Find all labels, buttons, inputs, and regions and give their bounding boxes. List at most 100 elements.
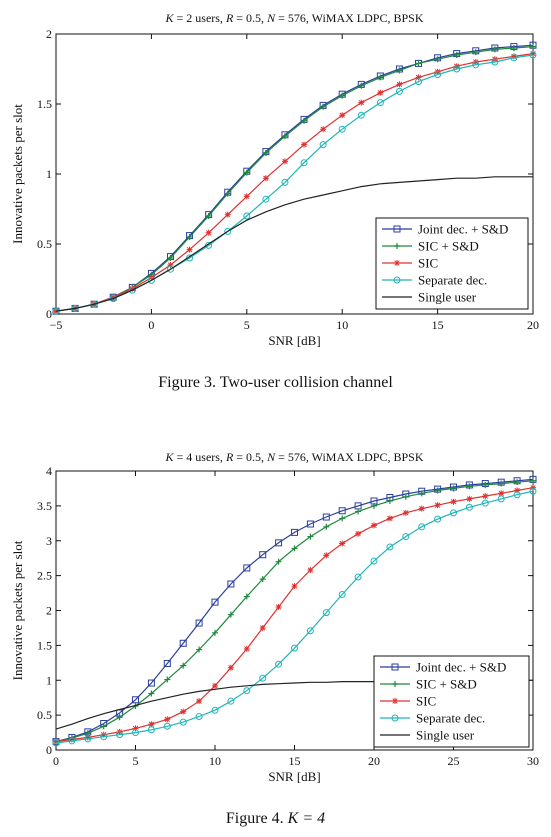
data-point [291, 644, 298, 652]
y-tick-label: 0.5 [37, 708, 52, 722]
data-point [132, 725, 139, 732]
data-point [402, 509, 409, 516]
legend-label: SIC [418, 256, 438, 271]
data-point [339, 92, 346, 99]
data-point [434, 487, 441, 494]
data-point [212, 629, 218, 636]
chart-title-part: R [225, 450, 234, 464]
data-point [339, 112, 346, 119]
data-point [392, 681, 398, 687]
data-point [100, 723, 107, 730]
figure-4: K = 4 users, R = 0.5, N = 576, WiMAX LDP… [0, 440, 551, 837]
data-point [386, 497, 393, 504]
data-point [307, 567, 314, 574]
data-point [377, 74, 384, 81]
data-point [418, 523, 426, 531]
data-point [434, 502, 441, 509]
data-point [167, 255, 174, 261]
data-point [402, 533, 410, 541]
data-point [510, 45, 517, 51]
data-point [179, 639, 187, 647]
data-point [163, 722, 171, 730]
data-point [338, 507, 346, 515]
data-point [434, 56, 441, 63]
data-point [338, 125, 346, 133]
y-tick-label: 2.5 [37, 569, 52, 583]
data-point [180, 708, 187, 715]
data-point [281, 178, 289, 186]
data-point [195, 713, 203, 721]
data-point [396, 67, 403, 74]
data-point [450, 509, 457, 517]
data-point [415, 60, 422, 67]
data-point [481, 499, 489, 507]
data-point [291, 545, 298, 552]
data-point [186, 234, 193, 240]
data-point [148, 690, 155, 697]
data-point [301, 141, 308, 148]
y-tick-label: 2 [46, 604, 52, 618]
data-point [307, 533, 314, 540]
data-point [212, 682, 218, 689]
data-point [306, 627, 314, 635]
data-point [52, 739, 60, 747]
data-point [227, 611, 234, 618]
legend-label: Joint dec. + S&D [416, 660, 506, 675]
figure-3: K = 2 users, R = 0.5, N = 576, WiMAX LDP… [0, 0, 551, 400]
figure-caption: Figure 4. K = 4 [0, 810, 551, 828]
data-point [323, 552, 330, 559]
y-tick-label: 0.5 [37, 237, 52, 251]
data-point [472, 61, 480, 69]
data-point [450, 498, 457, 505]
data-point [482, 481, 489, 488]
data-point [396, 81, 403, 88]
y-tick-label: 1 [46, 673, 52, 687]
data-point [243, 645, 250, 652]
data-point [339, 540, 346, 547]
x-tick-label: 15 [289, 754, 301, 768]
data-point [393, 225, 401, 233]
x-tick-label: 0 [53, 754, 59, 768]
y-tick-label: 0 [46, 307, 52, 321]
data-point [377, 89, 384, 96]
data-point [355, 508, 362, 515]
series-line [55, 53, 534, 312]
chart-title-part: N [266, 11, 276, 25]
data-point [510, 54, 518, 62]
chart-title-part: = 4 users, [174, 450, 226, 464]
series-separate-dec- [52, 487, 537, 747]
data-point [370, 557, 378, 565]
legend-label: SIC [416, 694, 436, 709]
data-point [322, 609, 330, 617]
legend-label: Separate dec. [418, 273, 487, 288]
series-single-user [55, 176, 533, 312]
data-point [109, 295, 117, 303]
data-point [275, 660, 283, 668]
data-point [262, 150, 269, 156]
data-point [453, 52, 460, 58]
data-point [224, 190, 231, 197]
data-point [498, 480, 505, 487]
x-tick-label: 15 [432, 318, 444, 332]
data-point [211, 598, 219, 606]
data-point [148, 721, 155, 728]
data-point [90, 300, 98, 308]
data-point [358, 82, 365, 89]
data-point [132, 729, 139, 737]
data-point [514, 487, 521, 494]
data-point [291, 528, 298, 536]
data-point [529, 487, 537, 495]
y-axis-label: Innovative packets per slot [10, 104, 25, 244]
data-point [132, 696, 139, 704]
data-point [164, 716, 171, 723]
data-point [394, 260, 400, 266]
x-tick-label: 20 [527, 318, 539, 332]
data-point [275, 604, 282, 611]
data-point [68, 737, 76, 745]
x-tick-label: 5 [244, 318, 250, 332]
data-point [224, 227, 232, 235]
data-point [300, 159, 308, 167]
x-tick-label: 25 [448, 754, 460, 768]
data-point [357, 111, 365, 119]
series-line [55, 490, 534, 744]
